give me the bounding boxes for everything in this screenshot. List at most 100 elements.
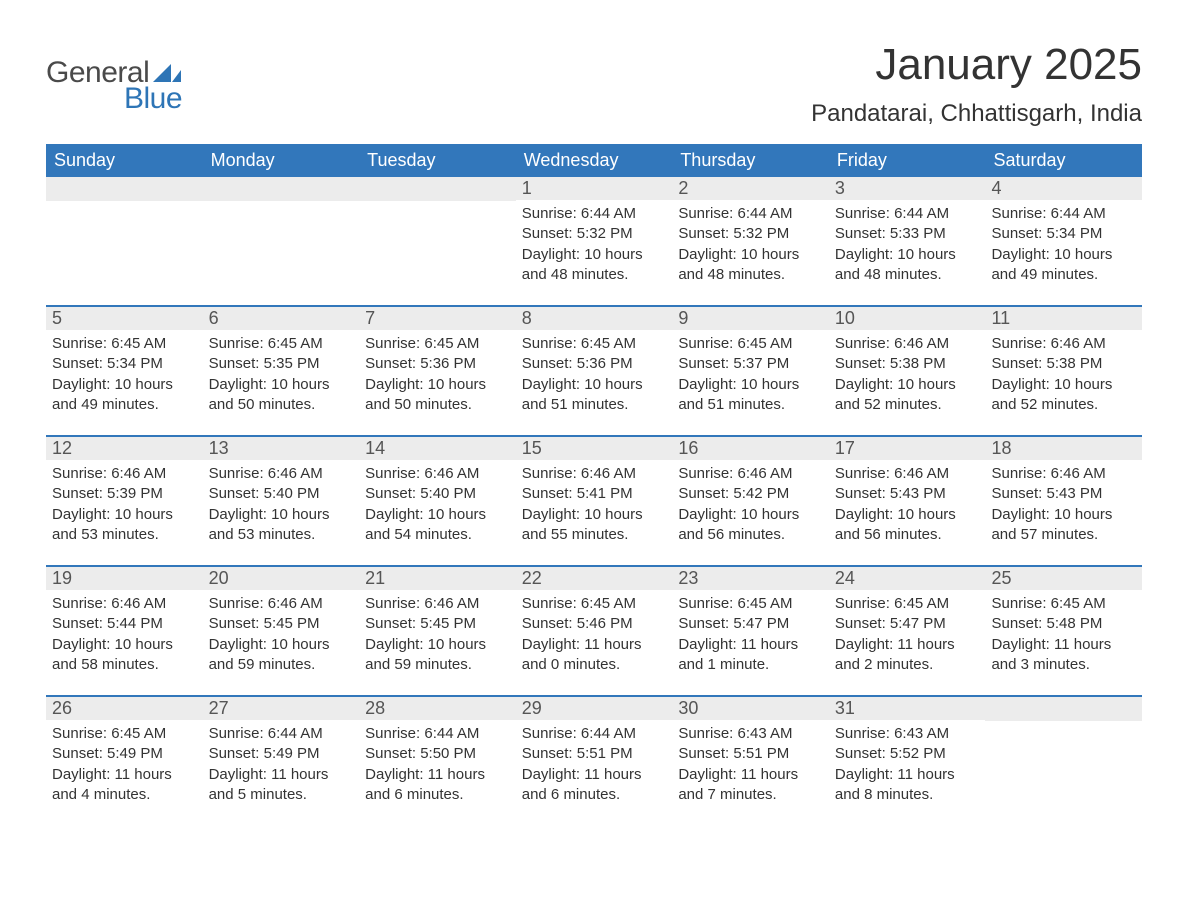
week-row: 19Sunrise: 6:46 AMSunset: 5:44 PMDayligh…	[46, 565, 1142, 695]
sunset-text: Sunset: 5:35 PM	[209, 354, 354, 374]
day-number: 4	[985, 177, 1142, 200]
day-cell: 21Sunrise: 6:46 AMSunset: 5:45 PMDayligh…	[359, 567, 516, 695]
sunrise-text: Sunrise: 6:46 AM	[835, 464, 980, 484]
day-content: Sunrise: 6:46 AMSunset: 5:39 PMDaylight:…	[46, 460, 203, 549]
daylight-text: Daylight: 10 hours and 48 minutes.	[678, 245, 823, 286]
empty-day-bar	[203, 177, 360, 201]
sunrise-text: Sunrise: 6:44 AM	[209, 724, 354, 744]
day-content: Sunrise: 6:44 AMSunset: 5:49 PMDaylight:…	[203, 720, 360, 809]
day-number: 11	[985, 307, 1142, 330]
week-row: 5Sunrise: 6:45 AMSunset: 5:34 PMDaylight…	[46, 305, 1142, 435]
brand-logo: General Blue	[46, 40, 182, 116]
page-header: General Blue January 2025 Pandatarai, Ch…	[46, 40, 1142, 138]
daylight-text: Daylight: 11 hours and 6 minutes.	[365, 765, 510, 806]
day-cell: 1Sunrise: 6:44 AMSunset: 5:32 PMDaylight…	[516, 177, 673, 305]
flag-icon	[153, 64, 181, 82]
day-cell: 7Sunrise: 6:45 AMSunset: 5:36 PMDaylight…	[359, 307, 516, 435]
daylight-text: Daylight: 10 hours and 59 minutes.	[209, 635, 354, 676]
daylight-text: Daylight: 10 hours and 53 minutes.	[52, 505, 197, 546]
day-cell	[359, 177, 516, 305]
daylight-text: Daylight: 11 hours and 1 minute.	[678, 635, 823, 676]
empty-day-bar	[46, 177, 203, 201]
day-content: Sunrise: 6:46 AMSunset: 5:45 PMDaylight:…	[359, 590, 516, 679]
day-content: Sunrise: 6:46 AMSunset: 5:40 PMDaylight:…	[203, 460, 360, 549]
sunset-text: Sunset: 5:40 PM	[209, 484, 354, 504]
sunrise-text: Sunrise: 6:46 AM	[209, 594, 354, 614]
daylight-text: Daylight: 10 hours and 50 minutes.	[209, 375, 354, 416]
sunrise-text: Sunrise: 6:46 AM	[522, 464, 667, 484]
day-content: Sunrise: 6:45 AMSunset: 5:47 PMDaylight:…	[672, 590, 829, 679]
day-cell: 27Sunrise: 6:44 AMSunset: 5:49 PMDayligh…	[203, 697, 360, 825]
daylight-text: Daylight: 11 hours and 0 minutes.	[522, 635, 667, 676]
daylight-text: Daylight: 10 hours and 55 minutes.	[522, 505, 667, 546]
day-cell: 6Sunrise: 6:45 AMSunset: 5:35 PMDaylight…	[203, 307, 360, 435]
sunrise-text: Sunrise: 6:46 AM	[991, 464, 1136, 484]
day-cell: 22Sunrise: 6:45 AMSunset: 5:46 PMDayligh…	[516, 567, 673, 695]
day-number: 1	[516, 177, 673, 200]
day-cell: 15Sunrise: 6:46 AMSunset: 5:41 PMDayligh…	[516, 437, 673, 565]
sunset-text: Sunset: 5:40 PM	[365, 484, 510, 504]
daylight-text: Daylight: 10 hours and 48 minutes.	[522, 245, 667, 286]
day-content: Sunrise: 6:46 AMSunset: 5:41 PMDaylight:…	[516, 460, 673, 549]
day-number: 7	[359, 307, 516, 330]
sunrise-text: Sunrise: 6:46 AM	[365, 594, 510, 614]
day-cell: 31Sunrise: 6:43 AMSunset: 5:52 PMDayligh…	[829, 697, 986, 825]
day-number: 10	[829, 307, 986, 330]
day-content: Sunrise: 6:45 AMSunset: 5:34 PMDaylight:…	[46, 330, 203, 419]
daylight-text: Daylight: 11 hours and 2 minutes.	[835, 635, 980, 676]
sunset-text: Sunset: 5:36 PM	[522, 354, 667, 374]
calendar-table: SundayMondayTuesdayWednesdayThursdayFrid…	[46, 144, 1142, 825]
sunrise-text: Sunrise: 6:44 AM	[678, 204, 823, 224]
daylight-text: Daylight: 10 hours and 56 minutes.	[678, 505, 823, 546]
sunset-text: Sunset: 5:43 PM	[835, 484, 980, 504]
weekday-header: Saturday	[985, 144, 1142, 177]
sunset-text: Sunset: 5:45 PM	[365, 614, 510, 634]
sunrise-text: Sunrise: 6:46 AM	[52, 464, 197, 484]
day-number: 6	[203, 307, 360, 330]
sunset-text: Sunset: 5:45 PM	[209, 614, 354, 634]
daylight-text: Daylight: 10 hours and 51 minutes.	[522, 375, 667, 416]
day-content: Sunrise: 6:45 AMSunset: 5:48 PMDaylight:…	[985, 590, 1142, 679]
week-row: 1Sunrise: 6:44 AMSunset: 5:32 PMDaylight…	[46, 177, 1142, 305]
day-content: Sunrise: 6:46 AMSunset: 5:44 PMDaylight:…	[46, 590, 203, 679]
day-cell: 30Sunrise: 6:43 AMSunset: 5:51 PMDayligh…	[672, 697, 829, 825]
daylight-text: Daylight: 10 hours and 53 minutes.	[209, 505, 354, 546]
sunset-text: Sunset: 5:44 PM	[52, 614, 197, 634]
day-cell: 14Sunrise: 6:46 AMSunset: 5:40 PMDayligh…	[359, 437, 516, 565]
sunrise-text: Sunrise: 6:46 AM	[52, 594, 197, 614]
weekday-header: Tuesday	[359, 144, 516, 177]
sunset-text: Sunset: 5:39 PM	[52, 484, 197, 504]
sunrise-text: Sunrise: 6:46 AM	[678, 464, 823, 484]
day-number: 14	[359, 437, 516, 460]
day-cell: 11Sunrise: 6:46 AMSunset: 5:38 PMDayligh…	[985, 307, 1142, 435]
day-content: Sunrise: 6:46 AMSunset: 5:43 PMDaylight:…	[985, 460, 1142, 549]
day-content: Sunrise: 6:44 AMSunset: 5:32 PMDaylight:…	[516, 200, 673, 289]
weekday-header: Wednesday	[516, 144, 673, 177]
day-content: Sunrise: 6:45 AMSunset: 5:46 PMDaylight:…	[516, 590, 673, 679]
day-number: 28	[359, 697, 516, 720]
day-cell: 10Sunrise: 6:46 AMSunset: 5:38 PMDayligh…	[829, 307, 986, 435]
sunset-text: Sunset: 5:47 PM	[678, 614, 823, 634]
sunset-text: Sunset: 5:52 PM	[835, 744, 980, 764]
day-cell: 4Sunrise: 6:44 AMSunset: 5:34 PMDaylight…	[985, 177, 1142, 305]
day-cell: 25Sunrise: 6:45 AMSunset: 5:48 PMDayligh…	[985, 567, 1142, 695]
sunset-text: Sunset: 5:38 PM	[991, 354, 1136, 374]
day-cell: 28Sunrise: 6:44 AMSunset: 5:50 PMDayligh…	[359, 697, 516, 825]
day-number: 21	[359, 567, 516, 590]
empty-day-bar	[359, 177, 516, 201]
day-number: 3	[829, 177, 986, 200]
day-number: 31	[829, 697, 986, 720]
brand-word2: Blue	[124, 82, 182, 116]
location-subtitle: Pandatarai, Chhattisgarh, India	[811, 100, 1142, 128]
day-cell: 18Sunrise: 6:46 AMSunset: 5:43 PMDayligh…	[985, 437, 1142, 565]
month-title: January 2025	[811, 40, 1142, 90]
sunrise-text: Sunrise: 6:44 AM	[522, 724, 667, 744]
day-cell	[985, 697, 1142, 825]
day-number: 29	[516, 697, 673, 720]
day-content: Sunrise: 6:45 AMSunset: 5:35 PMDaylight:…	[203, 330, 360, 419]
day-number: 9	[672, 307, 829, 330]
sunset-text: Sunset: 5:51 PM	[522, 744, 667, 764]
sunrise-text: Sunrise: 6:45 AM	[678, 594, 823, 614]
weekday-header: Thursday	[672, 144, 829, 177]
daylight-text: Daylight: 10 hours and 51 minutes.	[678, 375, 823, 416]
